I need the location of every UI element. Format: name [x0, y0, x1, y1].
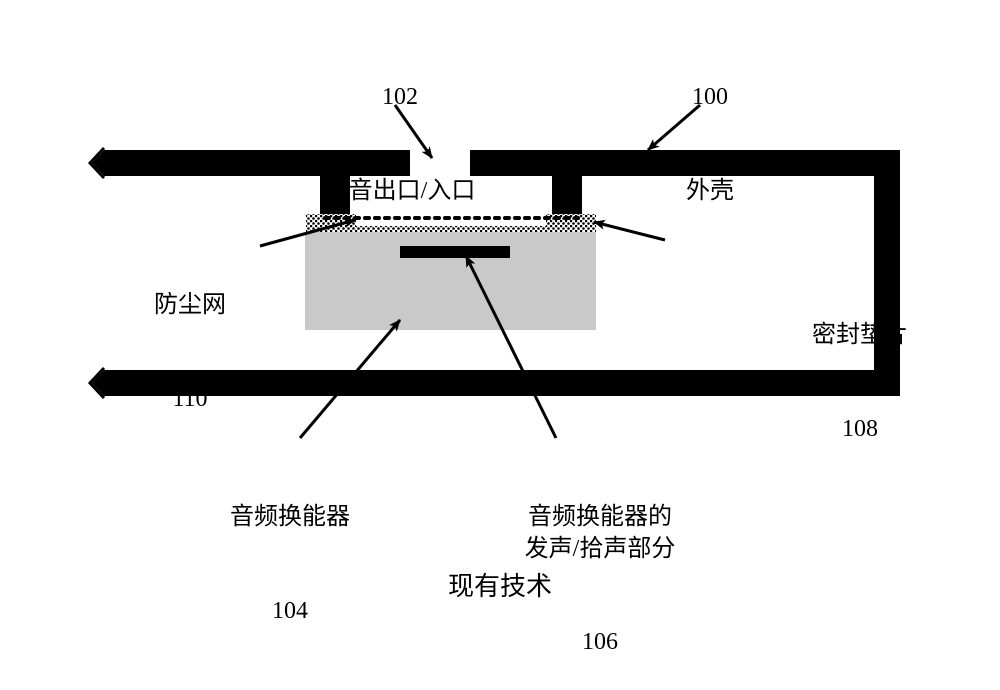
label-104-text: 音频换能器: [180, 502, 400, 533]
label-100: 100 外壳: [640, 20, 780, 238]
label-106-text: 音频换能器的 发声/拾声部分: [470, 502, 730, 564]
label-108-text: 密封垫片: [780, 320, 940, 351]
shell-stub-right: [552, 176, 582, 214]
label-104-num: 104: [180, 596, 400, 627]
diagram-canvas: 102 声音出口/入口 100 外壳 防尘网 110 密封垫片 108 音频换能…: [0, 0, 1000, 636]
sound-part-bar: [400, 246, 510, 258]
label-110: 防尘网 110: [120, 228, 260, 446]
label-102-text: 声音出口/入口: [300, 176, 500, 207]
label-100-text: 外壳: [640, 176, 780, 207]
label-102: 102 声音出口/入口: [300, 20, 500, 238]
label-100-num: 100: [640, 82, 780, 113]
label-108-num: 108: [780, 414, 940, 445]
label-108: 密封垫片 108: [780, 258, 940, 476]
label-102-num: 102: [300, 82, 500, 113]
label-110-num: 110: [120, 384, 260, 415]
label-106-num: 106: [470, 627, 730, 658]
label-110-text: 防尘网: [120, 290, 260, 321]
label-106: 音频换能器的 发声/拾声部分 106: [470, 440, 730, 690]
label-104: 音频换能器 104: [180, 440, 400, 658]
label-prior-art: 现有技术: [400, 570, 600, 604]
